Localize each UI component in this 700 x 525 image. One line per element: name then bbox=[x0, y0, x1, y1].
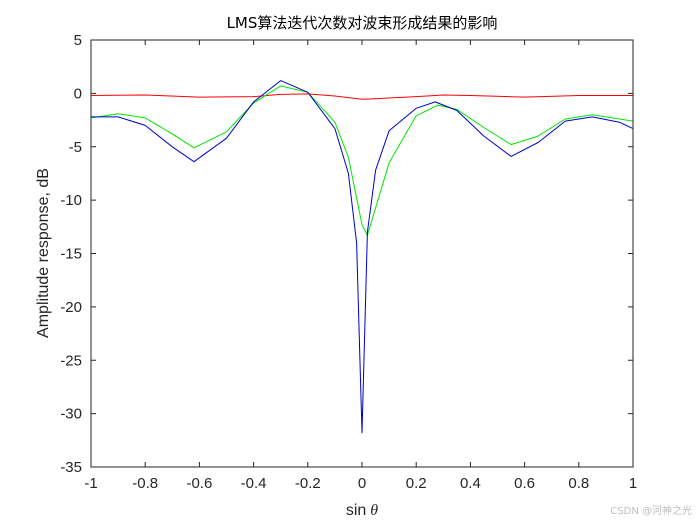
y-axis-label: Amplitude response, dB bbox=[35, 168, 52, 338]
chart-title: LMS算法迭代次数对波束形成结果的影响 bbox=[227, 14, 498, 32]
x-axis-label-text: sin bbox=[346, 502, 366, 519]
x-tick-label: 0.6 bbox=[514, 475, 535, 492]
y-tick-label: -5 bbox=[69, 139, 82, 156]
x-tick-label: -0.8 bbox=[132, 475, 158, 492]
x-tick-label: 0.2 bbox=[406, 475, 427, 492]
watermark: CSDN @河神之光 bbox=[610, 506, 692, 517]
series-layer bbox=[90, 80, 634, 434]
y-tick-label: -30 bbox=[60, 406, 82, 423]
y-tick-label: 0 bbox=[74, 85, 82, 102]
series-line-2 bbox=[90, 85, 634, 236]
plot-area bbox=[91, 40, 633, 467]
x-tick-label: -0.4 bbox=[241, 475, 267, 492]
y-tick-label: -15 bbox=[60, 246, 82, 263]
x-tick-label: 1 bbox=[629, 475, 637, 492]
series-line-1 bbox=[90, 93, 633, 100]
x-tick-label: -0.6 bbox=[186, 475, 212, 492]
x-tick-label: -0.2 bbox=[295, 475, 321, 492]
series-line-3 bbox=[91, 80, 634, 434]
x-tick-label: 0.8 bbox=[568, 475, 589, 492]
y-tick-label: -25 bbox=[60, 352, 82, 369]
y-tick-label: -10 bbox=[60, 192, 82, 209]
y-tick-label: -35 bbox=[60, 459, 82, 476]
x-tick-label: -1 bbox=[84, 475, 97, 492]
x-tick-label: 0 bbox=[358, 475, 366, 492]
y-tick-label: -20 bbox=[60, 299, 82, 316]
x-axis-label: sin θ bbox=[346, 502, 378, 519]
y-tick-label: 5 bbox=[74, 32, 82, 49]
x-tick-label: 0.4 bbox=[460, 475, 481, 492]
x-axis-label-symbol: θ bbox=[370, 502, 378, 519]
y-axis-ticks: 5 0 -5 -10 -15 -20 -25 -30 -35 bbox=[60, 32, 633, 476]
x-axis-ticks: -1 -0.8 -0.6 -0.4 -0.2 0 0.2 0.4 0.6 0.8 1 bbox=[84, 40, 637, 492]
